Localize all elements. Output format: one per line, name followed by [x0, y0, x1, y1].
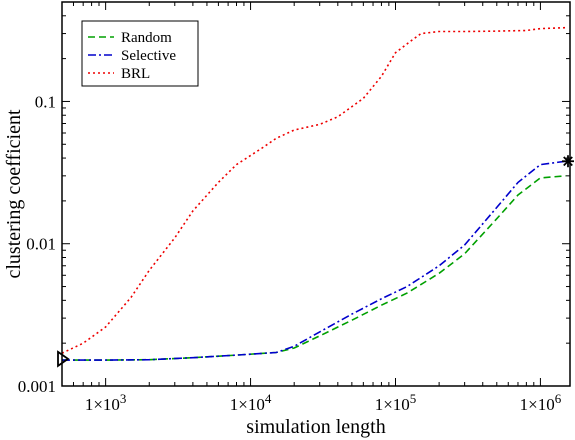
y-tick-label: 0.01	[26, 235, 56, 254]
start-marker-triangle	[57, 350, 70, 368]
y-tick-label: 0.1	[35, 92, 56, 111]
x-tick-label: 1×106	[520, 391, 562, 414]
series-line-selective	[62, 160, 567, 361]
plot-frame	[61, 1, 571, 387]
series-line-brl	[62, 26, 566, 354]
end-marker-asterisk	[562, 155, 575, 168]
markers-layer	[57, 155, 575, 368]
x-tick-label: 1×103	[85, 391, 127, 414]
legend-box	[81, 20, 199, 87]
series-line-random	[62, 175, 566, 361]
legend: Random Selective BRL	[81, 20, 199, 87]
legend-label-selective: Selective	[121, 48, 176, 64]
series-layer	[62, 26, 567, 361]
legend-label-brl: BRL	[121, 66, 150, 82]
x-tick-label: 1×104	[230, 391, 272, 414]
y-tick-label: 0.001	[18, 377, 56, 396]
x-axis-label: simulation length	[246, 416, 385, 438]
x-tick-label: 1×105	[375, 391, 417, 414]
y-axis-label: clustering coefficient	[3, 109, 25, 278]
legend-label-random: Random	[121, 30, 172, 46]
ticks-layer: 1×103 1×104 1×105 1×106 0.001 0.01 0.1	[18, 1, 570, 414]
